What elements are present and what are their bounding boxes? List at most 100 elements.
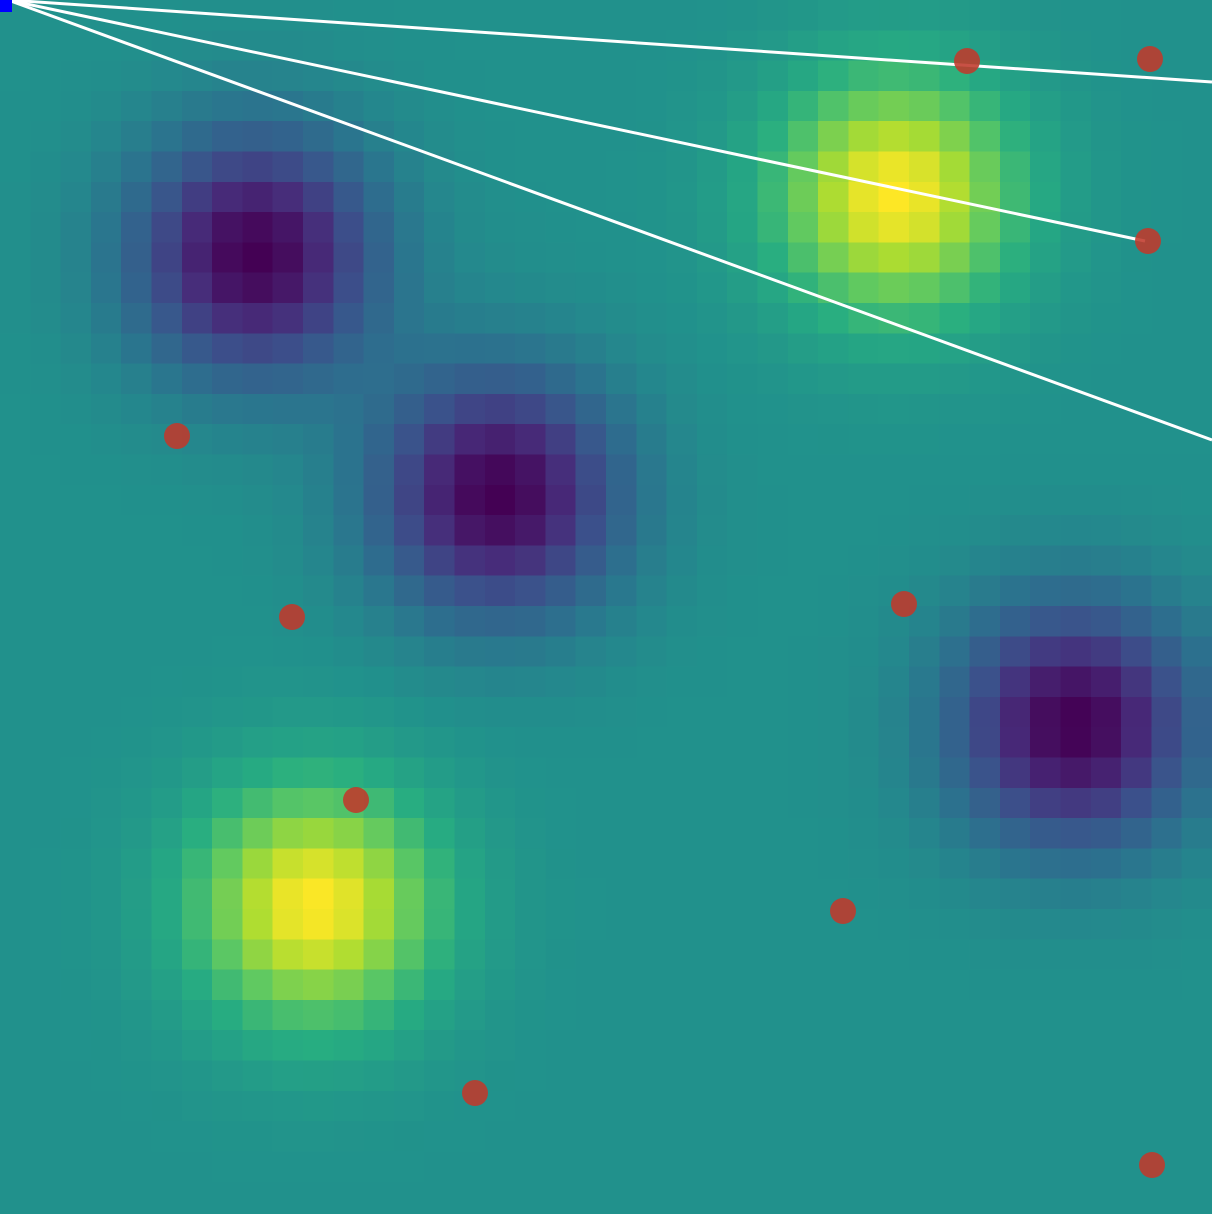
heat-cell — [1090, 1030, 1122, 1062]
heat-cell — [999, 1060, 1031, 1092]
heat-cell — [272, 242, 304, 274]
heat-cell — [545, 878, 577, 910]
heat-cell — [1030, 999, 1062, 1031]
heat-cell — [878, 30, 910, 62]
heat-cell — [757, 666, 789, 698]
heat-cell — [30, 151, 62, 183]
heat-cell — [181, 1181, 213, 1213]
heat-cell — [424, 909, 456, 940]
heat-cell — [1090, 606, 1122, 637]
heat-cell — [1030, 30, 1062, 62]
heat-cell — [757, 939, 789, 971]
heat-cell — [151, 818, 183, 849]
heat-cell — [818, 939, 849, 971]
heat-cell — [393, 909, 425, 940]
heat-cell — [1060, 636, 1092, 668]
heat-cell — [787, 393, 819, 425]
heat-cell — [545, 909, 577, 940]
heat-cell — [0, 545, 31, 577]
heat-cell — [303, 1151, 334, 1183]
heat-cell — [909, 757, 940, 789]
heat-cell — [363, 272, 395, 304]
heat-cell — [1121, 333, 1152, 365]
heat-cell — [242, 818, 274, 849]
heat-cell — [757, 303, 789, 334]
heat-cell — [484, 393, 516, 425]
heat-cell — [575, 757, 607, 789]
heat-cell — [666, 393, 698, 425]
heat-cell — [424, 212, 456, 243]
heat-cell — [60, 939, 92, 971]
heat-cell — [909, 727, 940, 759]
heat-cell — [515, 575, 546, 607]
heat-cell — [363, 1151, 395, 1183]
heat-cell — [515, 636, 546, 668]
heat-cell — [1121, 757, 1152, 789]
heat-cell — [1030, 727, 1062, 759]
heat-cell — [242, 242, 274, 274]
heat-cell — [1181, 515, 1212, 546]
heat-cell — [333, 212, 365, 243]
heat-cell — [939, 272, 971, 304]
heat-cell — [818, 606, 849, 637]
heat-cell — [90, 515, 122, 546]
heat-cell — [1181, 242, 1212, 274]
heat-cell — [727, 0, 759, 31]
heat-cell — [696, 212, 728, 243]
heat-cell — [727, 333, 759, 365]
heat-cell — [484, 1090, 516, 1122]
heat-cell — [969, 636, 1001, 668]
heat-cell — [1181, 1121, 1212, 1152]
heat-cell — [1181, 181, 1212, 213]
heat-cell — [999, 393, 1031, 425]
heat-cell — [939, 696, 971, 728]
heat-cell — [1181, 454, 1212, 486]
heat-cell — [606, 454, 637, 486]
heat-cell — [575, 1030, 607, 1062]
heat-cell — [1181, 90, 1212, 122]
heat-cell — [393, 151, 425, 183]
heat-cell — [60, 545, 92, 577]
heat-cell — [818, 303, 849, 334]
heat-cell — [727, 515, 759, 546]
heat-cell — [999, 30, 1031, 62]
heat-cell — [757, 393, 789, 425]
heat-cell — [181, 1060, 213, 1092]
heat-cell — [848, 1060, 880, 1092]
heat-cell — [454, 848, 486, 880]
heat-cell — [969, 272, 1001, 304]
heat-cell — [636, 939, 668, 971]
heat-cell — [1030, 181, 1062, 213]
heat-cell — [545, 242, 577, 274]
heat-cell — [90, 212, 122, 243]
heat-cell — [1030, 424, 1062, 456]
heat-cell — [545, 121, 577, 153]
heat-cell — [999, 939, 1031, 971]
heat-cell — [1090, 666, 1122, 698]
heat-cell — [1121, 1121, 1152, 1152]
heat-cell — [696, 969, 728, 1001]
heat-cell — [939, 848, 971, 880]
heat-cell — [606, 333, 637, 365]
heat-cell — [1060, 454, 1092, 486]
heat-cell — [60, 393, 92, 425]
heat-cell — [242, 939, 274, 971]
heat-cell — [878, 1090, 910, 1122]
heat-cell — [636, 636, 668, 668]
heat-cell — [121, 666, 153, 698]
heat-cell — [242, 878, 274, 910]
heat-cell — [1181, 636, 1212, 668]
heat-cell — [1121, 1030, 1152, 1062]
heat-cell — [606, 424, 637, 456]
heat-cell — [121, 969, 153, 1001]
heat-cell — [909, 999, 940, 1031]
heat-cell — [939, 1030, 971, 1062]
heat-cell — [999, 121, 1031, 153]
heat-cell — [1151, 1030, 1183, 1062]
heat-cell — [363, 666, 395, 698]
heat-cell — [1151, 333, 1183, 365]
heat-cell — [848, 393, 880, 425]
heat-cell — [787, 969, 819, 1001]
heat-cell — [242, 363, 274, 395]
heat-cell — [0, 575, 31, 607]
